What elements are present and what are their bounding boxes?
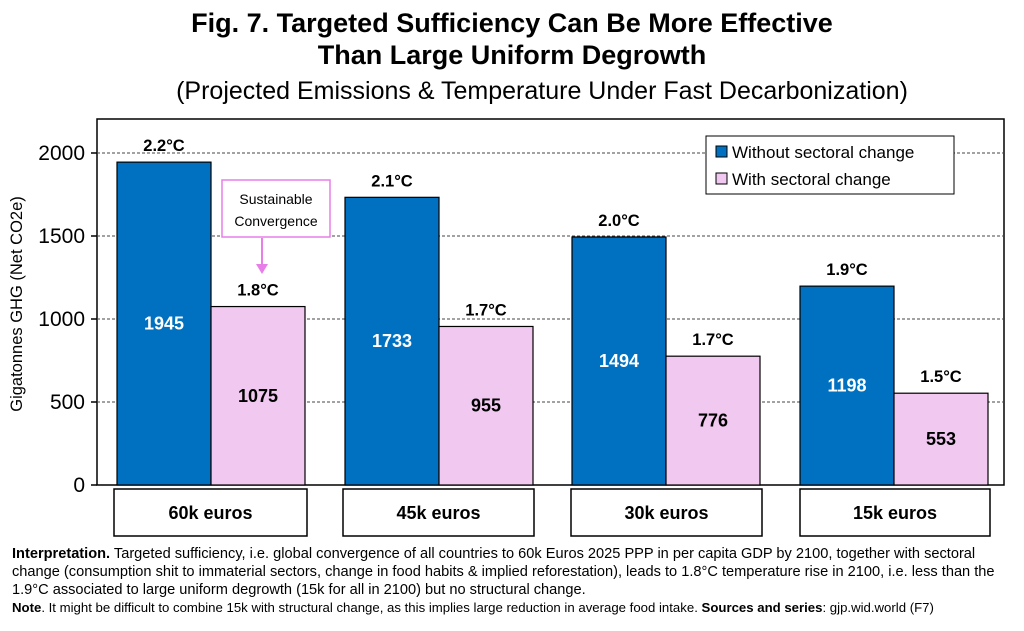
bar-with-sectoral-change	[210, 305, 306, 486]
chart-title-line1: Fig. 7. Targeted Sufficiency Can Be More…	[191, 8, 833, 38]
y-tick-label: 0	[73, 474, 85, 497]
bar-with-sectoral-change	[893, 392, 989, 486]
temperature-label: 1.8°C	[237, 282, 279, 300]
chart-subtitle: (Projected Emissions & Temperature Under…	[176, 77, 908, 105]
sources-label: Sources and series	[701, 600, 823, 615]
interpretation-text: Targeted sufficiency, i.e. global conver…	[12, 546, 995, 598]
bar-with-sectoral-change	[438, 325, 534, 486]
legend-label: Without sectoral change	[732, 143, 914, 162]
x-tick-label: 45k euros	[396, 503, 480, 523]
legend-swatch	[715, 145, 728, 158]
category-box	[570, 488, 763, 537]
legend-label: With sectoral change	[732, 170, 891, 189]
bar-value-label: 1198	[827, 376, 866, 396]
chart-title-line2: Than Large Uniform Degrowth	[317, 40, 707, 70]
sources-text: : gjp.wid.world (F7)	[822, 600, 934, 615]
legend-swatch	[715, 172, 728, 185]
chart-footer: Interpretation. Targeted sufficiency, i.…	[12, 545, 1017, 617]
y-tick-label: 1500	[38, 225, 85, 248]
bar-without-sectoral-change	[116, 161, 212, 486]
temperature-label: 2.1°C	[371, 172, 413, 190]
annotation-arrow-head	[256, 264, 268, 274]
x-tick-label: 30k euros	[624, 503, 708, 523]
y-tick-label: 1000	[38, 308, 85, 331]
x-tick-label: 60k euros	[168, 503, 252, 523]
temperature-label: 1.9°C	[826, 261, 868, 279]
bar-with-sectoral-change	[665, 355, 761, 486]
bar-value-label: 553	[926, 429, 956, 449]
x-tick-label: 15k euros	[853, 503, 937, 523]
note-label: Note	[12, 600, 42, 615]
category-box	[113, 488, 308, 537]
temperature-label: 2.0°C	[598, 212, 640, 230]
category-box	[342, 488, 535, 537]
interpretation-label: Interpretation.	[12, 546, 111, 562]
y-axis-label: Gigatonnes GHG (Net CO2e)	[8, 196, 26, 412]
category-box	[799, 488, 991, 537]
y-tick-label: 2000	[38, 142, 85, 165]
bar-value-label: 1494	[599, 351, 639, 371]
legend-box	[705, 135, 955, 195]
temperature-label: 1.7°C	[465, 301, 507, 319]
annotation-box	[221, 179, 331, 238]
bar-without-sectoral-change	[799, 285, 895, 486]
temperature-label: 1.5°C	[920, 368, 962, 386]
bar-value-label: 1945	[144, 314, 184, 334]
bar-value-label: 776	[698, 411, 728, 431]
bar-value-label: 1733	[372, 331, 412, 351]
bar-value-label: 1075	[238, 386, 278, 406]
bar-without-sectoral-change	[344, 196, 440, 486]
plot-area-frame	[96, 118, 1005, 486]
temperature-label: 2.2°C	[143, 137, 185, 155]
note-text: . It might be difficult to combine 15k w…	[41, 600, 702, 615]
bar-value-label: 955	[471, 396, 501, 416]
annotation-text-line1: Sustainable	[239, 191, 312, 207]
y-tick-label: 500	[50, 391, 85, 414]
annotation-text-line2: Convergence	[234, 213, 317, 229]
temperature-label: 1.7°C	[692, 331, 734, 349]
